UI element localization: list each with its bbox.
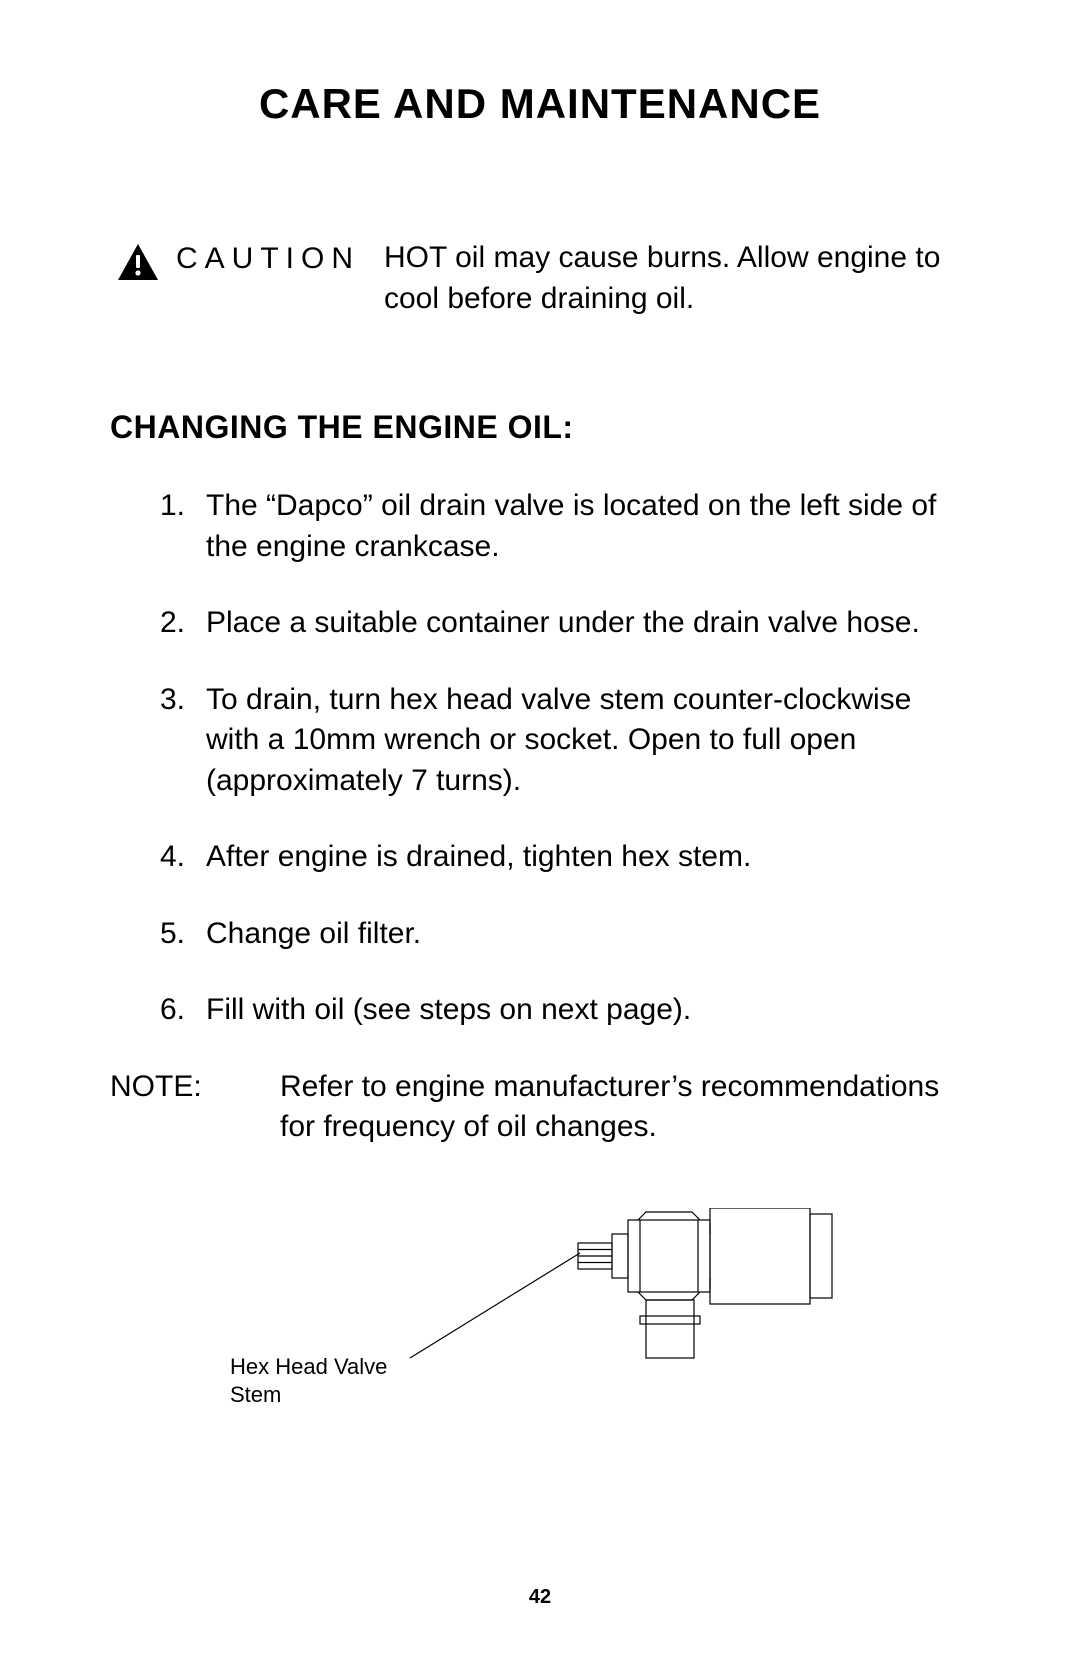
step-text: After engine is drained, tighten hex ste…	[206, 837, 751, 878]
step-item: 6.Fill with oil (see steps on next page)…	[160, 990, 970, 1031]
step-item: 3.To drain, turn hex head valve stem cou…	[160, 680, 970, 802]
step-text: Change oil filter.	[206, 914, 421, 955]
step-text: Fill with oil (see steps on next page).	[206, 990, 691, 1031]
valve-diagram: Hex Head ValveStem	[110, 1208, 970, 1488]
caution-text: HOT oil may cause burns. Allow engine to…	[384, 238, 970, 319]
diagram-callout-label: Hex Head ValveStem	[230, 1353, 387, 1410]
caution-block: CAUTION HOT oil may cause burns. Allow e…	[110, 238, 970, 319]
caution-label: CAUTION	[176, 242, 360, 276]
page-title: CARE AND MAINTENANCE	[110, 80, 970, 128]
step-text: The “Dapco” oil drain valve is located o…	[206, 486, 970, 567]
step-item: 4.After engine is drained, tighten hex s…	[160, 837, 970, 878]
note-label: NOTE:	[110, 1067, 280, 1148]
section-heading: CHANGING THE ENGINE OIL:	[110, 409, 970, 446]
page-number: 42	[0, 1586, 1080, 1609]
steps-list: 1.The “Dapco” oil drain valve is located…	[110, 486, 970, 1031]
step-text: Place a suitable container under the dra…	[206, 603, 920, 644]
warning-icon	[116, 242, 160, 282]
note-text: Refer to engine manufacturer’s recommend…	[280, 1067, 970, 1148]
note-block: NOTE: Refer to engine manufacturer’s rec…	[110, 1067, 970, 1148]
step-item: 2.Place a suitable container under the d…	[160, 603, 970, 644]
step-item: 5.Change oil filter.	[160, 914, 970, 955]
step-text: To drain, turn hex head valve stem count…	[206, 680, 970, 802]
step-item: 1.The “Dapco” oil drain valve is located…	[160, 486, 970, 567]
